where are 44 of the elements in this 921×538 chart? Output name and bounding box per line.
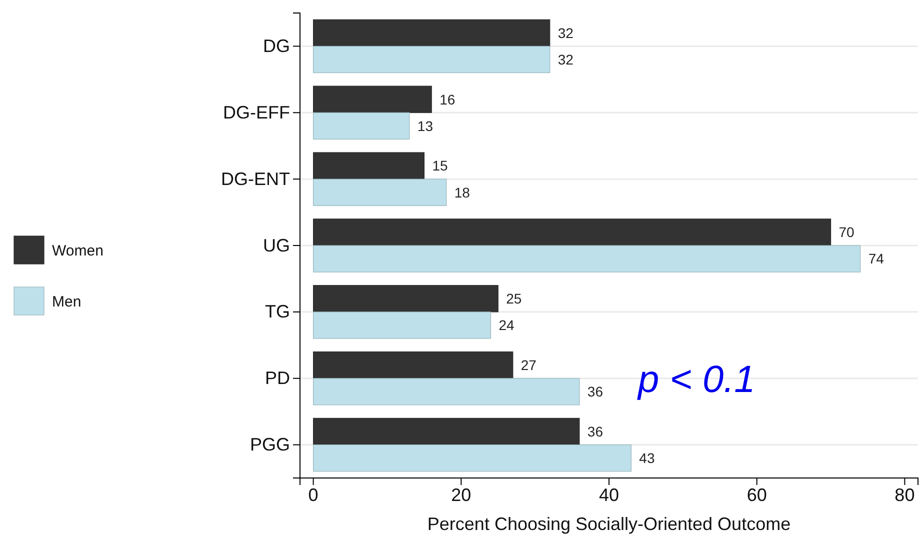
data-label: 74 [868,250,884,267]
x-tick-label: 40 [598,484,620,505]
data-label: 25 [506,290,522,307]
x-tick-label: 60 [746,484,767,505]
y-tick-label: UG [263,235,290,256]
y-tick-label: PGG [250,434,290,455]
bar [313,418,580,446]
bar [313,86,432,113]
x-tick-label: 80 [894,484,915,505]
data-label: 43 [639,450,655,466]
data-label: 32 [558,24,574,41]
x-tick-label: 20 [451,484,472,505]
legend-label: Women [52,242,104,260]
data-label: 70 [838,224,855,240]
data-label: 27 [520,356,537,373]
bar [313,178,447,206]
annotation: p < 0.1 [637,359,756,401]
bar [313,19,550,47]
data-label: 15 [432,158,448,174]
data-label: 16 [440,91,456,108]
bar [313,245,861,272]
data-label: 36 [587,423,604,440]
x-axis-title: Percent Choosing Socially-Oriented Outcome [427,514,791,534]
bar [313,112,410,140]
bar [313,312,492,339]
y-tick-label: TG [265,302,290,322]
bar [313,285,498,312]
bar [313,152,424,180]
data-label: 18 [454,184,470,200]
bar [313,218,832,246]
y-tick-label: PD [264,368,290,388]
bar [313,46,550,74]
y-tick-label: DG-ENT [221,168,290,189]
data-label: 24 [498,317,515,334]
bar [313,351,514,379]
data-label: 13 [417,118,434,134]
data-label: 32 [558,51,574,68]
bar [313,444,632,472]
data-label: 36 [587,384,604,400]
x-tick-label: 0 [308,484,318,505]
legend-label: Men [52,293,82,310]
y-tick-label: DG-EFF [223,102,290,122]
y-tick-label: DG [263,36,290,56]
bar [313,378,580,406]
